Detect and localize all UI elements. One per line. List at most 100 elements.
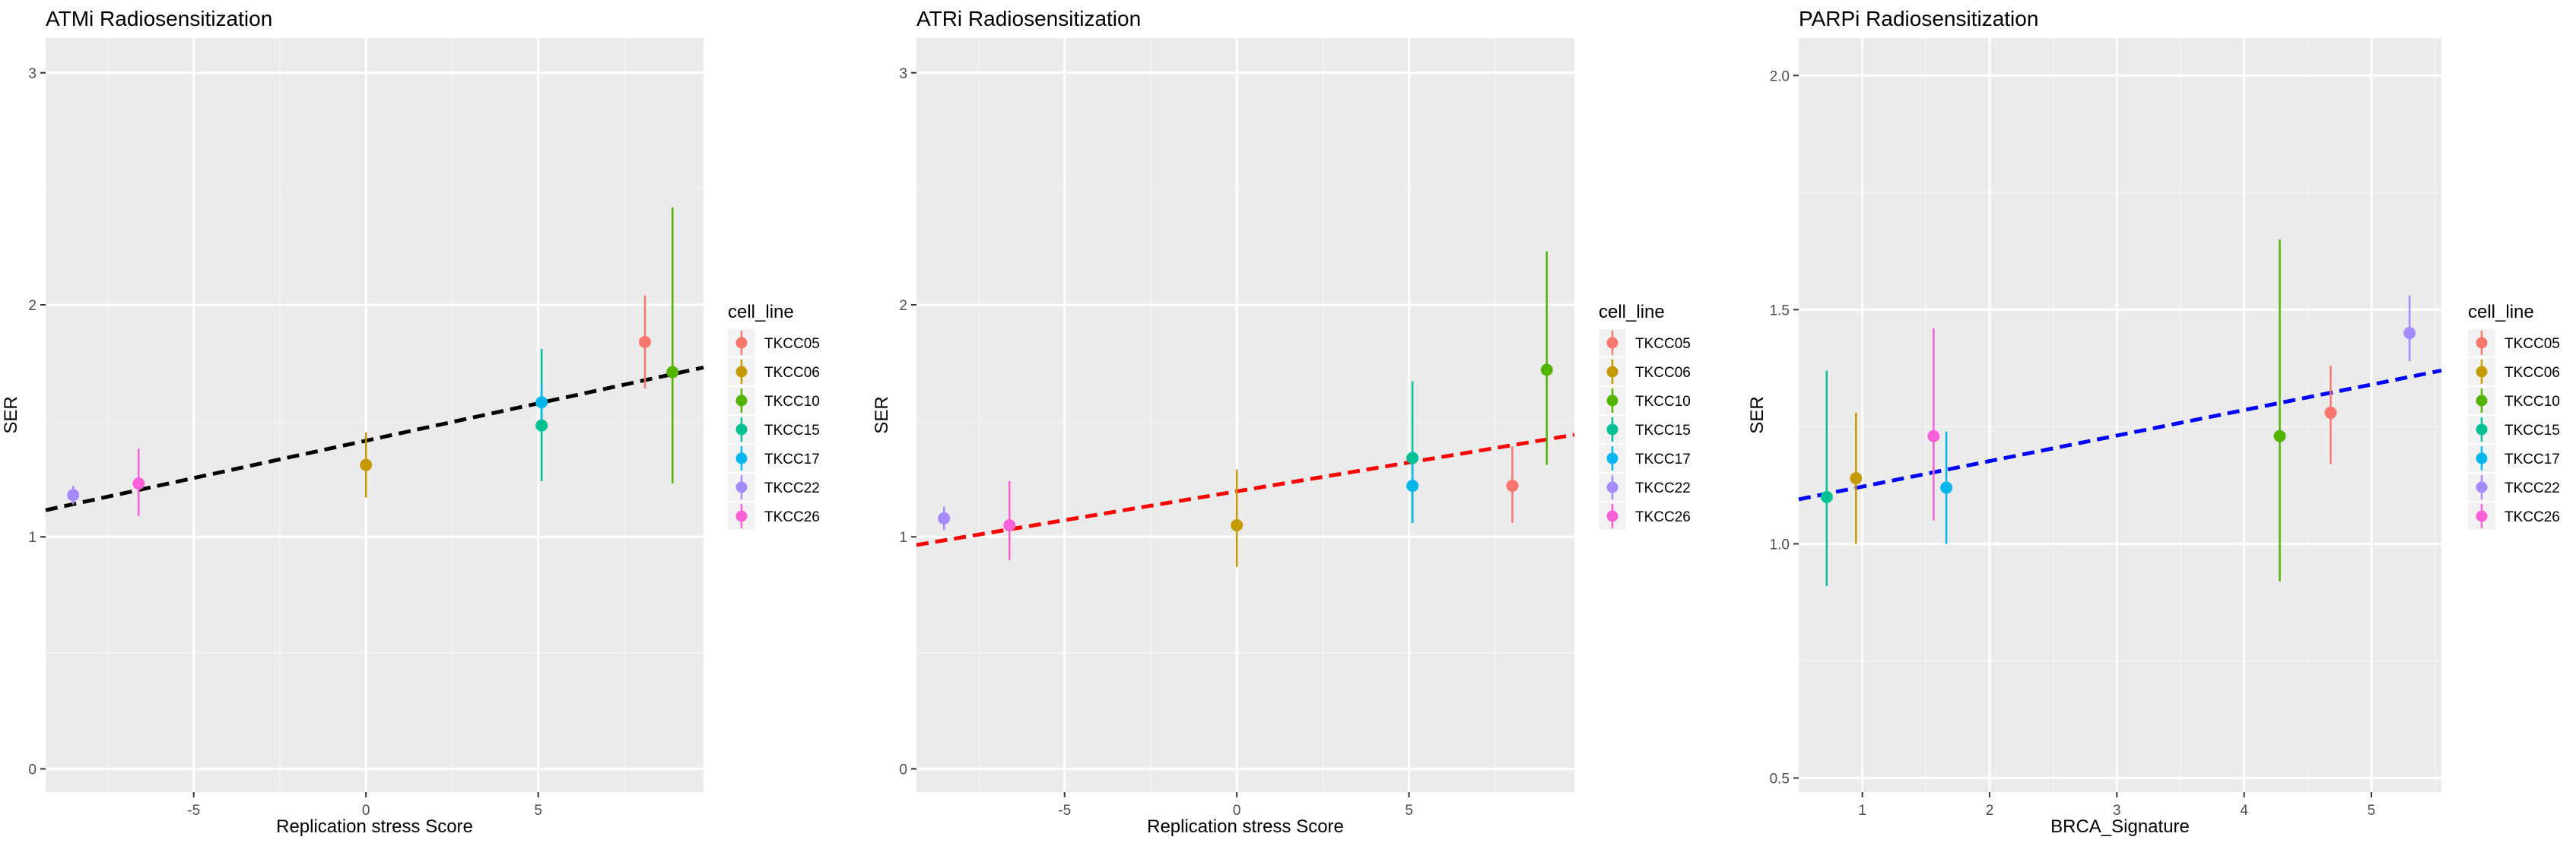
y-tick-label: 2 bbox=[899, 298, 907, 314]
y-tick-label: 2 bbox=[28, 298, 37, 314]
data-point-tkcc15 bbox=[1820, 490, 1833, 503]
regression-fit-line bbox=[916, 433, 1575, 547]
legend-label: TKCC05 bbox=[1635, 336, 1691, 352]
legend-label: TKCC22 bbox=[2505, 480, 2560, 496]
legend-key-point bbox=[1606, 337, 1618, 349]
x-tick-label: 1 bbox=[1858, 803, 1866, 819]
data-point-tkcc05 bbox=[639, 335, 652, 348]
x-axis-label: BRCA_Signature bbox=[2050, 816, 2190, 837]
legend-item-tkcc26: TKCC26 bbox=[2468, 502, 2560, 530]
y-tick-label: 3 bbox=[28, 66, 37, 82]
legend-item-tkcc17: TKCC17 bbox=[728, 445, 820, 472]
legend-label: TKCC06 bbox=[764, 365, 820, 381]
x-tick-label: 4 bbox=[2240, 803, 2248, 819]
legend-item-tkcc26: TKCC26 bbox=[728, 502, 820, 530]
legend-item-tkcc22: TKCC22 bbox=[2468, 474, 2560, 501]
y-tick-label: 0.5 bbox=[1770, 772, 1790, 788]
legend-item-tkcc10: TKCC10 bbox=[1599, 387, 1691, 414]
data-point-tkcc05 bbox=[2324, 406, 2337, 419]
data-point-tkcc26 bbox=[1927, 429, 1940, 442]
legend-key-point bbox=[735, 395, 748, 407]
x-tick-label: 5 bbox=[1405, 803, 1413, 819]
x-tick-label: 0 bbox=[362, 803, 370, 819]
legend-item-tkcc17: TKCC17 bbox=[2468, 445, 2560, 472]
legend-label: TKCC10 bbox=[764, 394, 820, 410]
y-tick-label: 2.0 bbox=[1770, 68, 1790, 84]
legend-item-tkcc17: TKCC17 bbox=[1599, 445, 1691, 472]
x-tick-label: 5 bbox=[534, 803, 542, 819]
legend-key-point bbox=[1606, 423, 1618, 436]
regression-fit-line bbox=[1798, 369, 2442, 502]
y-tick-label: 3 bbox=[899, 66, 907, 82]
legend-key-point bbox=[2476, 366, 2488, 378]
legend-label: TKCC22 bbox=[1635, 480, 1691, 496]
plot-background bbox=[1799, 38, 2441, 792]
legend-key-point bbox=[2476, 452, 2488, 464]
legend-key-point bbox=[735, 337, 748, 349]
data-point-tkcc26 bbox=[132, 477, 145, 490]
x-tick-label: 0 bbox=[1233, 803, 1241, 819]
legend-key-point bbox=[735, 510, 748, 522]
data-point-tkcc10 bbox=[1540, 363, 1553, 376]
data-point-tkcc26 bbox=[1003, 518, 1016, 531]
legend-item-tkcc22: TKCC22 bbox=[728, 474, 820, 501]
legend-item-tkcc15: TKCC15 bbox=[1599, 416, 1691, 443]
legend-title: cell_line bbox=[2468, 302, 2534, 322]
legend-label: TKCC26 bbox=[2505, 509, 2560, 525]
data-point-tkcc06 bbox=[360, 458, 373, 471]
y-tick-label: 1.5 bbox=[1770, 303, 1790, 319]
y-tick-label: 0 bbox=[28, 762, 37, 778]
legend-key-point bbox=[735, 452, 748, 464]
data-point-tkcc22 bbox=[938, 512, 951, 524]
chart-title: PARPi Radiosensitization bbox=[1799, 7, 2038, 30]
legend-item-tkcc05: TKCC05 bbox=[2468, 329, 2560, 357]
legend-key-point bbox=[1606, 395, 1618, 407]
chart-title: ATMi Radiosensitization bbox=[46, 7, 272, 30]
legend-item-tkcc22: TKCC22 bbox=[1599, 474, 1691, 501]
data-point-tkcc05 bbox=[1506, 480, 1519, 493]
legend-item-tkcc05: TKCC05 bbox=[728, 329, 820, 357]
legend-label: TKCC15 bbox=[764, 423, 820, 439]
data-point-tkcc15 bbox=[535, 419, 548, 432]
legend-key-point bbox=[1606, 366, 1618, 378]
y-tick-label: 1 bbox=[28, 530, 37, 546]
legend-label: TKCC15 bbox=[2505, 423, 2560, 439]
x-axis-label: Replication stress Score bbox=[1147, 816, 1344, 837]
x-axis-label: Replication stress Score bbox=[276, 816, 473, 837]
legend-label: TKCC10 bbox=[2505, 394, 2560, 410]
x-tick-label: 5 bbox=[2368, 803, 2376, 819]
data-point-tkcc06 bbox=[1231, 518, 1244, 531]
legend-item-tkcc26: TKCC26 bbox=[1599, 502, 1691, 530]
legend-key-point bbox=[735, 481, 748, 493]
legend-label: TKCC15 bbox=[1635, 423, 1691, 439]
y-axis-label: SER bbox=[1, 396, 21, 433]
legend-key-point bbox=[2476, 395, 2488, 407]
legend-item-tkcc10: TKCC10 bbox=[2468, 387, 2560, 414]
legend-key-point bbox=[1606, 510, 1618, 522]
legend-label: TKCC17 bbox=[2505, 452, 2560, 467]
legend-item-tkcc15: TKCC15 bbox=[728, 416, 820, 443]
data-point-tkcc22 bbox=[67, 489, 80, 502]
legend-label: TKCC22 bbox=[764, 480, 820, 496]
legend-label: TKCC06 bbox=[2505, 365, 2560, 381]
data-point-tkcc17 bbox=[1406, 480, 1419, 493]
legend-key-point bbox=[1606, 452, 1618, 464]
chart-panel-1: -5 0 5 0 1 2 3 ATMi Radiosensitization Replicati… bbox=[1, 7, 820, 837]
legend-label: TKCC06 bbox=[1635, 365, 1691, 381]
legend-label: TKCC26 bbox=[764, 509, 820, 525]
y-tick-label: 1 bbox=[899, 530, 907, 546]
legend-label: TKCC05 bbox=[764, 336, 820, 352]
data-point-tkcc17 bbox=[535, 396, 548, 409]
plot-background bbox=[46, 38, 704, 792]
data-point-tkcc10 bbox=[2273, 429, 2286, 442]
legend-key-point bbox=[2476, 510, 2488, 522]
legend-key-point bbox=[2476, 481, 2488, 493]
legend-item-tkcc06: TKCC06 bbox=[2468, 358, 2560, 385]
data-point-tkcc15 bbox=[1406, 452, 1419, 464]
legend-label: TKCC26 bbox=[1635, 509, 1691, 525]
legend-key-point bbox=[735, 366, 748, 378]
legend-item-tkcc05: TKCC05 bbox=[1599, 329, 1691, 357]
legend-title: cell_line bbox=[1599, 302, 1665, 322]
legend-item-tkcc15: TKCC15 bbox=[2468, 416, 2560, 443]
